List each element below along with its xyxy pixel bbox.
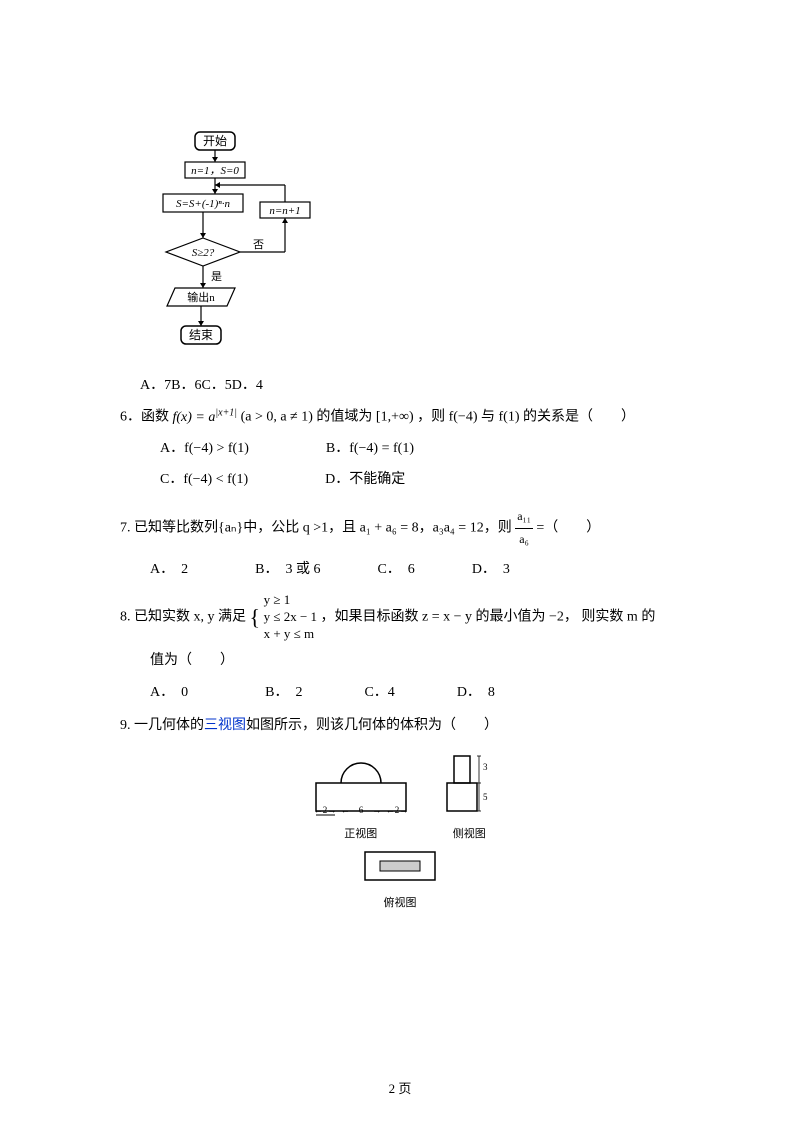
svg-text:否: 否: [253, 239, 264, 251]
q7-num: a₁₁: [515, 506, 533, 529]
q6-range: [1,+∞): [376, 410, 414, 425]
q8-stem: 8. 已知实数 x, y 满足 { y ≥ 1 y ≤ 2x − 1 x + y…: [120, 592, 680, 643]
q6-optA: A．f(−4) > f(1): [160, 441, 249, 456]
q6-cond: (a > 0, a ≠ 1): [241, 410, 313, 425]
q8-mid: ，如果目标函数 z = x − y 的最小值为 −2， 则实数 m 的: [321, 609, 656, 624]
svg-text:n=1，S=0: n=1，S=0: [191, 165, 239, 177]
q8-answers: A． 0 B． 2 C．4 D． 8: [150, 680, 680, 705]
side-label: 侧视图: [439, 825, 499, 841]
svg-text:5: 5: [483, 792, 488, 802]
svg-text:S=S+(-1)ⁿ·n: S=S+(-1)ⁿ·n: [176, 198, 231, 210]
q6-optD: D．不能确定: [325, 472, 405, 487]
q6-row1: A．f(−4) > f(1) B．f(−4) = f(1): [160, 436, 680, 461]
q6-post: ，则 f(−4) 与 f(1) 的关系是（ ）: [417, 410, 635, 425]
q9-hl: 三视图: [204, 718, 246, 733]
q5-answers: A．7B．6C．5D．4: [140, 373, 680, 398]
svg-text:开始: 开始: [203, 134, 227, 148]
top-label: 俯视图: [120, 894, 680, 910]
svg-text:3: 3: [483, 762, 488, 772]
q9-stem: 9. 一几何体的三视图如图所示，则该几何体的体积为（ ）: [120, 713, 680, 738]
q9-s1: 9. 一几何体的: [120, 718, 204, 733]
q8-optB: B． 2: [265, 685, 302, 700]
q6-optB: B．f(−4) = f(1): [326, 441, 414, 456]
geometry-views: ←2→ ←—6—→ ←2→ 正视图 3 5 侧视图 俯视图: [120, 748, 680, 910]
svg-text:S≥2?: S≥2?: [192, 247, 215, 259]
q8-c2: y ≤ 2x − 1: [264, 609, 317, 626]
q8-c1: y ≥ 1: [264, 592, 317, 609]
q7-optB: B． 3 或 6: [255, 562, 320, 577]
top-view: [355, 847, 445, 887]
q6-formula: f(x) = a: [173, 410, 216, 425]
q8-c3: x + y ≤ m: [264, 626, 317, 643]
q7-optA: A． 2: [150, 562, 188, 577]
q8-optC: C．4: [364, 685, 394, 700]
svg-text:←2→: ←2→: [386, 805, 409, 815]
front-label: 正视图: [301, 825, 421, 841]
q6-row2: C．f(−4) < f(1) D．不能确定: [160, 467, 680, 492]
svg-text:←2→: ←2→: [314, 805, 337, 815]
svg-text:输出n: 输出n: [187, 290, 215, 304]
q7-tail: =（ ）: [536, 521, 600, 536]
q7-stem: 7. 已知等比数列{aₙ}中，公比 q >1，且 a₁ + a₆ = 8，a₃a…: [120, 506, 680, 550]
q6-stem: 6．函数 f(x) = a|x+1| (a > 0, a ≠ 1) 的值域为 […: [120, 404, 680, 430]
q8-pre: 8. 已知实数 x, y 满足: [120, 609, 246, 624]
q8-optA: A． 0: [150, 685, 188, 700]
q6-optC: C．f(−4) < f(1): [160, 472, 248, 487]
q7-den: a₆: [515, 529, 533, 551]
svg-text:是: 是: [211, 270, 222, 283]
q7-optC: C． 6: [377, 562, 414, 577]
q9-s2: 如图所示，则该几何体的体积为（ ）: [246, 718, 498, 733]
q8-post: 值为（ ）: [150, 648, 680, 673]
q6-exp: |x+1|: [215, 407, 237, 418]
side-view: 3 5: [439, 748, 499, 818]
page-footer: 2 页: [0, 1078, 800, 1097]
q7-text: 7. 已知等比数列{aₙ}中，公比 q >1，且 a₁ + a₆ = 8，a₃a…: [120, 521, 512, 536]
svg-text:结束: 结束: [189, 328, 213, 342]
q6-pre: 6．函数: [120, 410, 173, 425]
svg-text:←—6—→: ←—6—→: [341, 805, 382, 815]
q6-mid: 的值域为: [316, 410, 372, 425]
q7-optD: D． 3: [472, 562, 510, 577]
q8-optD: D． 8: [457, 685, 495, 700]
front-view: ←2→ ←—6—→ ←2→: [301, 748, 421, 818]
q7-answers: A． 2 B． 3 或 6 C． 6 D． 3: [150, 557, 680, 582]
svg-text:n=n+1: n=n+1: [269, 205, 300, 217]
flowchart-diagram: 开始 n=1，S=0 S=S+(-1)ⁿ·n n=n+1 S≥2? 否 是: [145, 130, 315, 365]
